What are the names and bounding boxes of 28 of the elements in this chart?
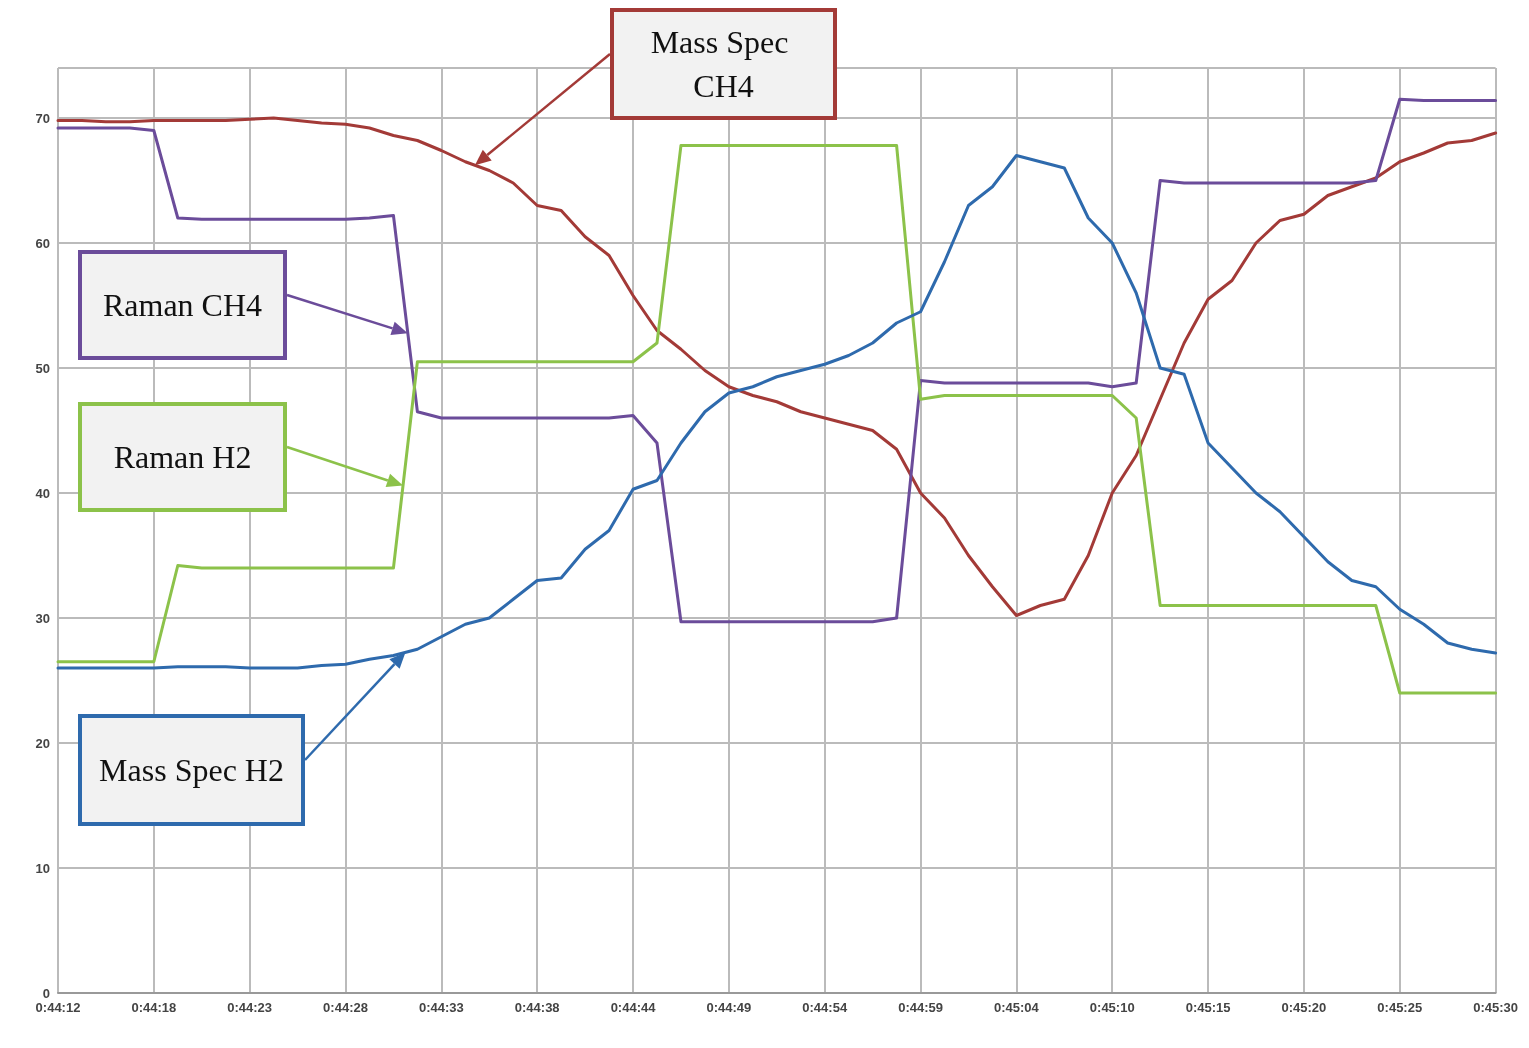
legend-label: Raman CH4 [102, 287, 263, 323]
x-tick-label: 0:44:49 [706, 1000, 752, 1015]
y-tick-label: 10 [35, 860, 50, 876]
x-tick-label: 0:45:04 [993, 1000, 1040, 1015]
text: Mass Spec CH4 [650, 24, 797, 104]
y-tick-label: 30 [35, 610, 50, 626]
x-tick-label: 0:45:15 [1185, 1000, 1231, 1015]
x-tick-label: 0:44:18 [131, 1000, 177, 1015]
y-tick-label: 60 [35, 235, 50, 251]
x-tick-label: 0:45:30 [1473, 1000, 1518, 1015]
legend-label: Raman H2 [113, 439, 252, 475]
y-tick-label: 40 [35, 485, 50, 501]
y-tick-label: 0 [42, 985, 50, 1001]
y-tick-label: 20 [35, 735, 50, 751]
x-tick-label: 0:45:10 [1089, 1000, 1135, 1015]
y-tick-label: 50 [35, 360, 50, 376]
x-tick-label: 0:44:54 [802, 1000, 848, 1015]
x-tick-label: 0:44:28 [323, 1000, 368, 1015]
x-tick-label: 0:44:33 [418, 1000, 464, 1015]
x-tick-label: 0:44:12 [35, 1000, 81, 1015]
y-tick-label: 70 [35, 110, 50, 126]
x-tick-label: 0:44:23 [227, 1000, 273, 1015]
text: Mass Spec H2 [99, 752, 284, 788]
x-tick-label: 0:44:44 [610, 1000, 657, 1015]
x-tick-label: 0:44:59 [898, 1000, 943, 1015]
x-tick-label: 0:45:25 [1377, 1000, 1423, 1015]
x-tick-label: 0:44:38 [514, 1000, 560, 1015]
x-tick-label: 0:45:20 [1281, 1000, 1327, 1015]
